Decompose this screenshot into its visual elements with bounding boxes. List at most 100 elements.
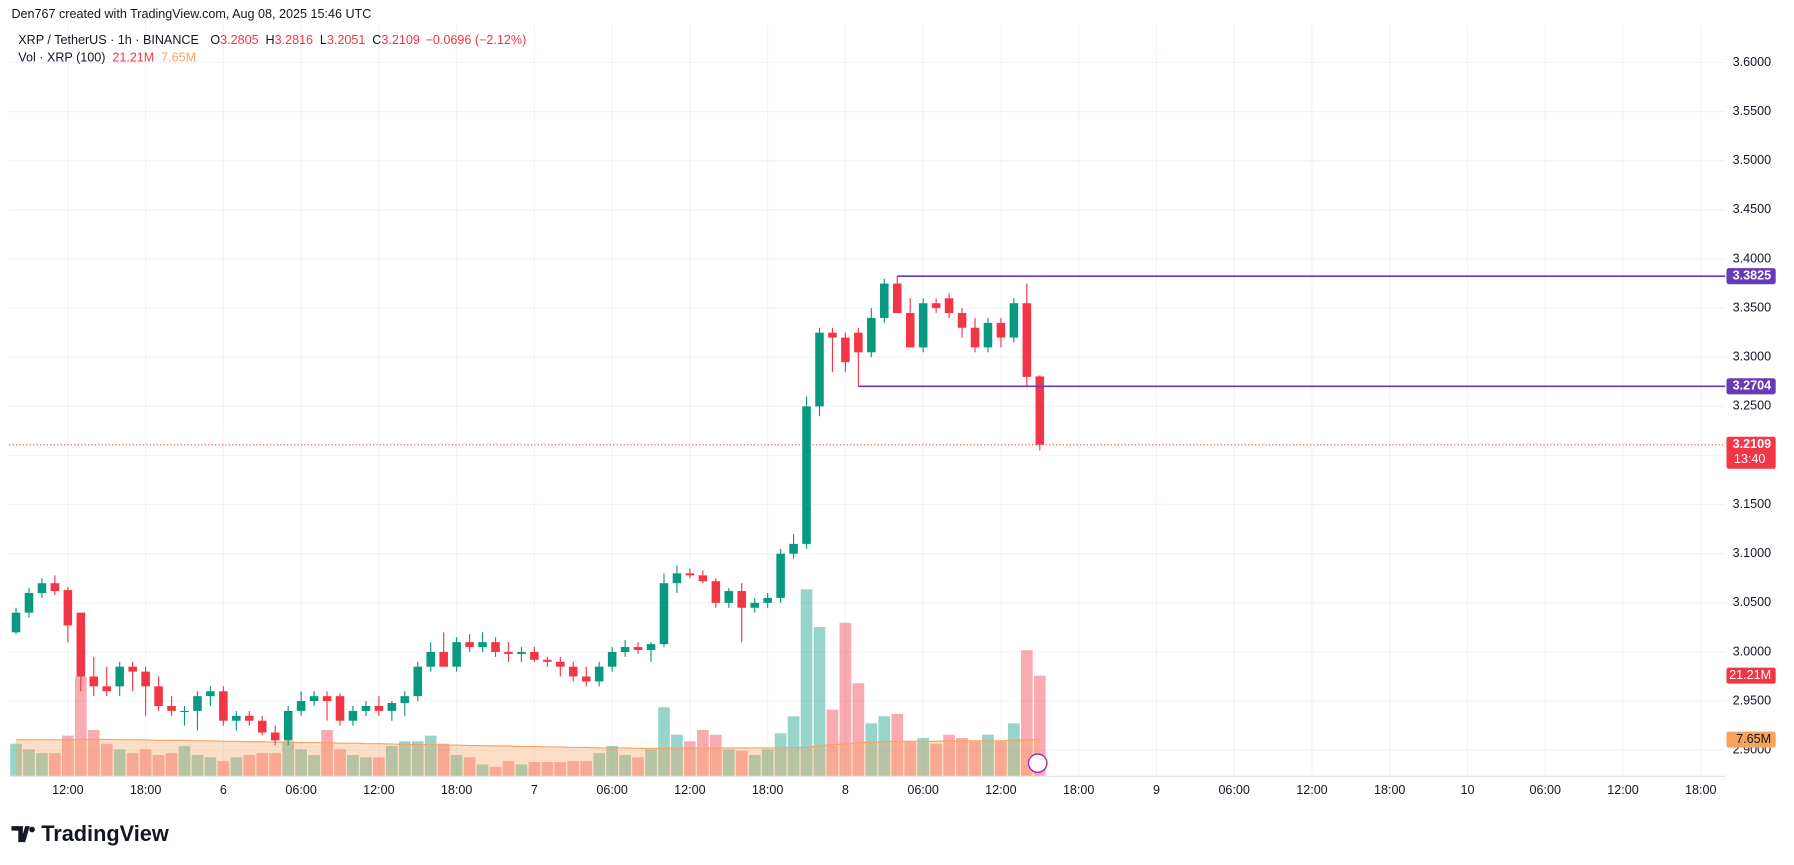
volume-bar <box>437 743 450 776</box>
legend-change: −0.0696 (−2.12%) <box>426 34 527 48</box>
volume-bar <box>826 709 839 776</box>
candle-body <box>517 651 526 654</box>
x-tick-label: 06:00 <box>1218 783 1249 797</box>
candle-body <box>880 283 889 318</box>
candle-body <box>193 696 202 711</box>
volume-bar <box>139 749 152 776</box>
ma-badge <box>1726 731 1776 748</box>
volume-bar <box>1008 723 1020 776</box>
logo <box>11 826 35 843</box>
volume-bar <box>1021 650 1033 776</box>
y-tick-label: 3.0500 <box>1733 595 1771 609</box>
volume-bar <box>347 754 359 776</box>
volume-bar <box>398 741 411 776</box>
x-tick-label: 12:00 <box>985 783 1016 797</box>
x-tick-label: 06:00 <box>907 783 938 797</box>
y-tick-label: 3.4000 <box>1733 251 1771 265</box>
y-tick-label: 3.4500 <box>1733 202 1771 216</box>
candle-body <box>543 659 552 662</box>
legend-ma-value: 7.65M <box>161 51 196 65</box>
candle-body <box>115 666 124 687</box>
legend-value: 3.2816 <box>275 34 313 48</box>
y-tick-label: 3.2500 <box>1733 399 1771 413</box>
candle-body <box>892 283 902 314</box>
candle-body <box>996 322 1006 338</box>
volume-bar <box>956 737 968 776</box>
candle-body <box>206 691 215 697</box>
candle-body <box>452 642 461 667</box>
volume-bar <box>49 753 61 776</box>
legend-key: L <box>320 34 327 48</box>
volume-bar <box>191 754 204 776</box>
volume-bar <box>917 737 930 776</box>
volume-bar <box>217 761 230 776</box>
candle-body <box>141 671 150 687</box>
x-tick-label: 7 <box>531 783 538 797</box>
volume-ma-area <box>16 739 1040 776</box>
legend-value: 3.2805 <box>220 34 258 48</box>
volume-bar <box>1033 675 1046 776</box>
candle-body <box>128 666 137 672</box>
candle-body <box>568 666 578 677</box>
candle-body <box>646 644 656 650</box>
legend-key: O <box>210 34 220 48</box>
candle-body <box>789 543 798 554</box>
volume-bar <box>671 734 683 776</box>
candle-body <box>854 332 863 353</box>
candle-body <box>374 705 384 711</box>
volume-bar <box>373 757 385 776</box>
volume-bar <box>489 766 502 776</box>
volume-bar <box>619 754 631 776</box>
y-tick-label: 3.0000 <box>1733 644 1771 658</box>
candle-body <box>270 732 280 741</box>
volume-bar <box>386 746 398 776</box>
volume-bar <box>606 746 618 776</box>
volume-bar <box>930 743 942 776</box>
volume-bar <box>943 734 955 776</box>
x-tick-label: 12:00 <box>1296 783 1327 797</box>
volume-bar <box>593 753 606 776</box>
candle-body <box>89 676 99 687</box>
candle-body <box>711 581 721 603</box>
candle-body <box>24 593 34 613</box>
x-tick-label: 18:00 <box>1374 783 1405 797</box>
volume-bar <box>321 729 333 776</box>
volume-bar <box>152 754 165 776</box>
candle-body <box>309 696 319 702</box>
volume-bar <box>476 764 489 776</box>
candle-body <box>750 602 759 608</box>
candle-body <box>659 583 669 645</box>
x-tick-label: 18:00 <box>441 783 472 797</box>
volume-bar <box>204 757 217 776</box>
volume-bar <box>411 741 424 776</box>
volume-bar <box>62 735 74 776</box>
x-tick-label: 06:00 <box>596 783 627 797</box>
candle-body <box>413 666 423 697</box>
y-tick-label: 3.1000 <box>1733 546 1771 560</box>
countdown-label: 13:40 <box>1734 452 1765 466</box>
candle-body <box>335 696 345 721</box>
legend-volume-value: 21.21M <box>112 51 154 65</box>
volume-bar <box>813 627 826 776</box>
volume-bar <box>230 757 243 776</box>
volume-bar <box>554 762 567 776</box>
volume-bar <box>269 753 282 776</box>
volume-bar <box>282 741 294 776</box>
volume-bar <box>36 753 48 776</box>
y-tick-label: 3.5500 <box>1733 104 1771 118</box>
level-badge <box>1726 378 1776 395</box>
volume-bar <box>684 741 696 776</box>
volume-bar <box>697 729 709 776</box>
candle-body <box>867 317 876 353</box>
candle-body <box>620 647 630 652</box>
volume-bar <box>580 761 593 776</box>
candle-body <box>245 715 254 721</box>
candle-body <box>296 701 306 711</box>
volume-bar <box>709 734 722 776</box>
candle-body <box>633 647 643 650</box>
volume-bar <box>515 764 528 776</box>
candle-body <box>361 705 371 711</box>
x-tick-label: 6 <box>220 783 227 797</box>
level-badge <box>1726 268 1776 285</box>
candle-body <box>478 642 487 648</box>
